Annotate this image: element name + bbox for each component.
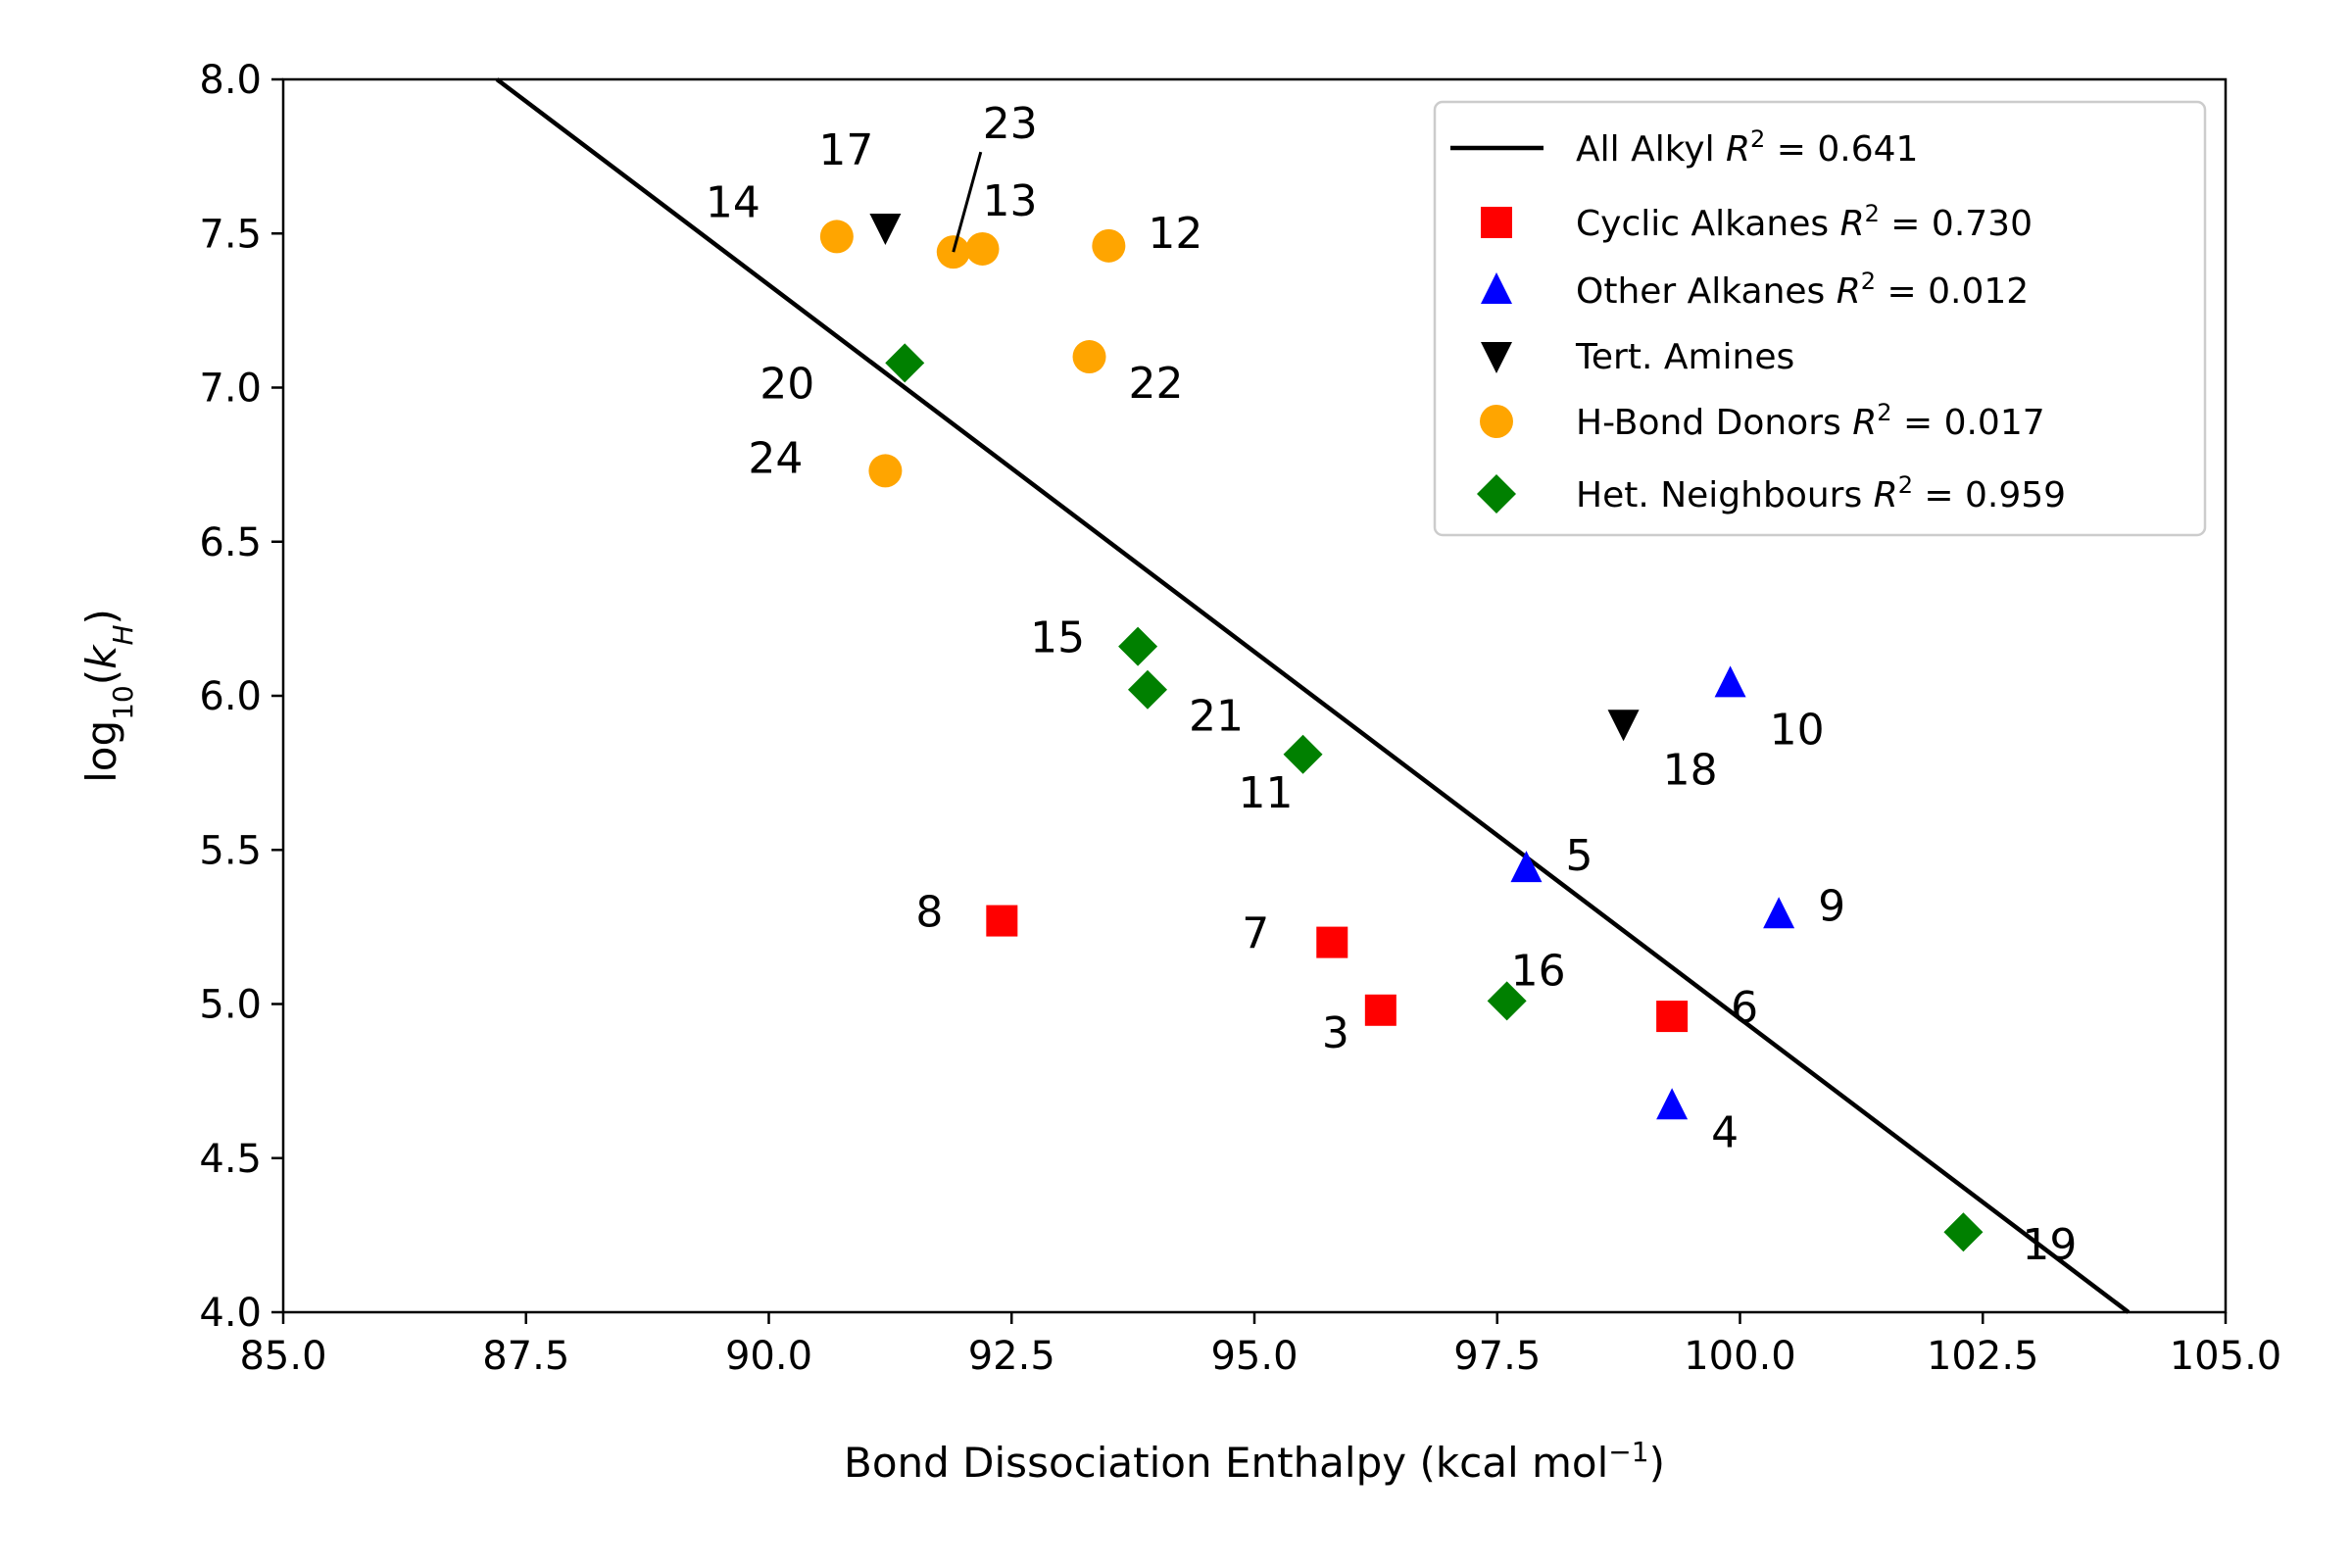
legend-marker	[1481, 272, 1512, 304]
data-point	[965, 231, 1000, 266]
x-tick-label: 95.0	[1210, 1334, 1298, 1379]
data-point	[1763, 897, 1795, 929]
legend: All Alkyl R2 = 0.641 Cyclic Alkanes R2 = …	[1433, 100, 2207, 537]
y-tick-label: 7.0	[199, 367, 262, 412]
legend-label: All Alkyl R2 = 0.641	[1576, 125, 1918, 170]
data-point	[1092, 228, 1126, 263]
point-label: 19	[2022, 1220, 2077, 1270]
x-axis: 85.0 87.5 90.0 92.5 95.0 97.5 100.0 102.5 105.0	[239, 1312, 2281, 1379]
x-tick-label: 92.5	[968, 1334, 1055, 1379]
data-point	[1316, 926, 1348, 958]
data-points-layer	[819, 213, 1984, 1252]
legend-label: Other Alkanes R2 = 0.012	[1576, 268, 2029, 312]
x-tick-label: 97.5	[1453, 1334, 1541, 1379]
legend-label: H-Bond Donors R2 = 0.017	[1576, 399, 2045, 443]
y-axis: 4.0 4.5 5.0 5.5 6.0 6.5 7.0 7.5 8.0	[199, 58, 283, 1336]
x-tick-label: 100.0	[1684, 1334, 1796, 1379]
point-label: 21	[1189, 692, 1244, 742]
point-label: 23	[983, 99, 1038, 149]
point-label: 15	[1030, 613, 1085, 663]
x-axis-title: Bond Dissociation Enthalpy (kcal mol−1)	[844, 1436, 1665, 1488]
point-label: 12	[1148, 209, 1202, 259]
data-point	[868, 454, 903, 488]
point-label: 24	[748, 433, 803, 483]
x-tick-label: 102.5	[1927, 1334, 2039, 1379]
data-point	[819, 220, 854, 254]
data-point	[1118, 626, 1158, 666]
x-tick-label: 90.0	[725, 1334, 812, 1379]
legend-label: Tert. Amines	[1575, 337, 1794, 377]
point-label: 17	[818, 125, 873, 175]
point-label: 22	[1129, 359, 1184, 409]
point-label: 9	[1818, 881, 1845, 931]
point-label: 16	[1511, 946, 1566, 996]
point-label: 6	[1731, 983, 1758, 1033]
point-label: 4	[1711, 1107, 1739, 1157]
data-point	[1714, 665, 1746, 698]
data-point	[1072, 340, 1106, 374]
fit-line	[495, 77, 2131, 1314]
point-label: 5	[1565, 831, 1592, 881]
data-point	[1510, 851, 1543, 883]
fit-line-layer	[495, 77, 2131, 1314]
data-point	[1943, 1212, 1984, 1252]
point-label: 20	[760, 359, 814, 409]
data-point	[885, 343, 925, 383]
x-tick-label: 87.5	[482, 1334, 569, 1379]
data-point	[1656, 1088, 1689, 1120]
data-point	[1607, 710, 1640, 742]
legend-marker	[1481, 342, 1512, 373]
legend-marker	[1477, 474, 1516, 514]
point-label: 8	[915, 888, 943, 938]
legend-frame	[1433, 100, 2207, 537]
data-point	[986, 905, 1018, 937]
point-label: 14	[706, 177, 760, 227]
legend-label: Cyclic Alkanes R2 = 0.730	[1576, 200, 2033, 244]
y-tick-label: 4.0	[199, 1291, 262, 1336]
point-label: 3	[1322, 1008, 1349, 1058]
y-tick-label: 7.5	[199, 212, 262, 257]
y-tick-label: 6.5	[199, 520, 262, 565]
point-label: 7	[1242, 909, 1269, 959]
data-point	[1656, 1001, 1689, 1033]
point-label: 10	[1770, 705, 1825, 755]
point-labels-layer: 3 6 7 8 4 5 9 10 17 18 12 13 14 22 23 24 11 15 16 19 20 21	[706, 99, 2078, 1270]
data-point	[1487, 981, 1527, 1021]
legend-label: Het. Neighbours R2 = 0.959	[1576, 471, 2066, 515]
x-tick-label: 85.0	[239, 1334, 326, 1379]
y-tick-label: 4.5	[199, 1137, 262, 1182]
y-tick-label: 5.5	[199, 828, 262, 873]
point-label: 18	[1663, 745, 1718, 795]
legend-marker	[1481, 207, 1512, 238]
y-tick-label: 5.0	[199, 983, 262, 1028]
data-point	[1127, 669, 1167, 710]
leader-line	[952, 151, 983, 253]
data-point	[1283, 734, 1323, 774]
legend-marker	[1480, 405, 1513, 438]
point-label: 11	[1239, 768, 1294, 818]
data-point	[869, 213, 902, 245]
y-tick-label: 8.0	[199, 58, 262, 103]
x-tick-label: 105.0	[2170, 1334, 2282, 1379]
data-point	[1364, 994, 1396, 1026]
point-label: 13	[983, 176, 1038, 226]
y-tick-label: 6.0	[199, 674, 262, 719]
